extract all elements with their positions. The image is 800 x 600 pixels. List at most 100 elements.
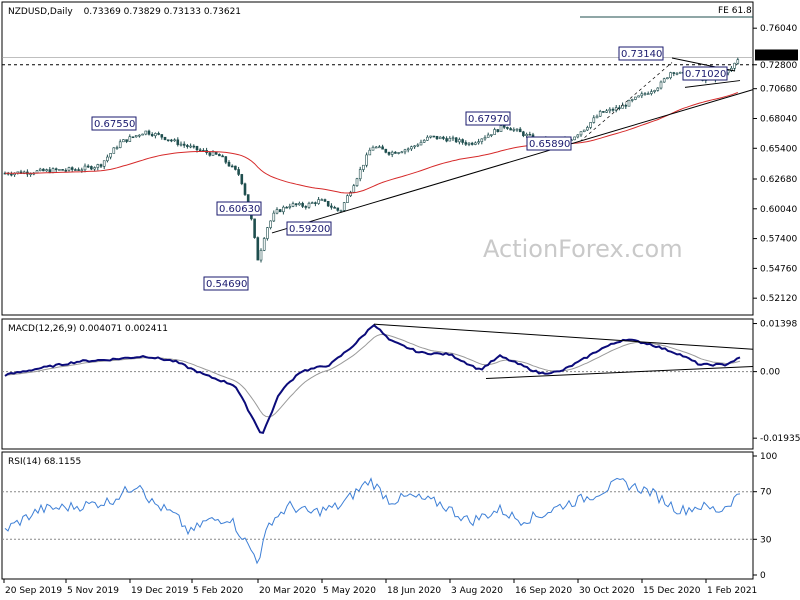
candle-body xyxy=(611,108,615,111)
candle-body xyxy=(208,152,212,156)
candle-body xyxy=(38,168,42,172)
candle-body xyxy=(390,151,394,155)
x-tick-label: 30 Oct 2020 xyxy=(579,586,635,596)
price-axis: 0.76040 0.72800 0.70680 0.68040 0.65400 0.626… xyxy=(753,24,798,304)
candle-body xyxy=(506,127,509,129)
price-tick-label: 0.60040 xyxy=(760,205,797,215)
current-price-tag xyxy=(755,49,798,61)
candle-body xyxy=(227,161,231,167)
candle-body xyxy=(352,185,356,193)
candle-body xyxy=(64,169,68,172)
candle-body xyxy=(86,165,90,168)
fib-projection-line xyxy=(579,62,673,142)
candle-body xyxy=(518,128,522,133)
candle-body xyxy=(253,218,256,238)
candle-body xyxy=(586,127,589,131)
current-price-label: 0.73621 xyxy=(757,51,794,61)
candle-body xyxy=(490,134,493,136)
candle-body xyxy=(451,137,455,140)
candle-body xyxy=(90,166,93,170)
annotation-label: 0.60630 xyxy=(219,204,260,215)
candle-body xyxy=(125,139,128,142)
candle-body xyxy=(147,130,151,135)
annotation-label: 0.59200 xyxy=(289,224,330,235)
candle-body xyxy=(259,249,263,261)
candle-body xyxy=(269,220,272,228)
candle-body xyxy=(170,139,173,142)
candle-body xyxy=(387,152,391,155)
candle-body xyxy=(224,156,228,163)
candle-body xyxy=(102,160,106,167)
candle-body xyxy=(509,128,512,131)
candle-body xyxy=(675,72,679,75)
price-annotation: 0.73140 xyxy=(618,46,664,61)
candle-body xyxy=(525,133,528,136)
candle-body xyxy=(198,149,202,152)
rsi-panel-title: RSI(14) 68.1155 xyxy=(8,457,81,467)
price-panel-title: NZDUSD,Daily 0.73369 0.73829 0.73133 0.7… xyxy=(8,7,241,17)
candle-body xyxy=(371,146,375,151)
candle-body xyxy=(320,199,324,201)
triangle-lower-line xyxy=(684,80,741,88)
candle-body xyxy=(656,87,660,91)
candle-body xyxy=(51,168,55,173)
candle-body xyxy=(144,130,148,135)
candle-body xyxy=(266,227,269,239)
candle-body xyxy=(112,147,116,154)
candle-body xyxy=(634,96,637,100)
candle-body xyxy=(301,203,304,207)
price-annotation: 0.54690 xyxy=(203,276,249,291)
candle-body xyxy=(74,169,77,171)
candle-body xyxy=(58,169,61,171)
candle-body xyxy=(48,169,52,173)
candle-body xyxy=(294,203,298,206)
candle-body xyxy=(346,195,349,203)
candle-body xyxy=(342,202,346,211)
macd-line xyxy=(4,323,741,435)
rsi-tick-label: 100 xyxy=(760,452,777,462)
candle-body xyxy=(10,173,13,176)
candle-body xyxy=(579,131,583,136)
macd-tick-label: 0.01398 xyxy=(760,320,797,330)
candle-body xyxy=(576,134,580,138)
price-annotation: 0.59200 xyxy=(286,221,332,236)
candle-body xyxy=(173,139,176,142)
candle-body xyxy=(653,90,656,92)
price-tick-label: 0.54760 xyxy=(760,264,797,274)
candle-body xyxy=(637,95,640,98)
candle-body xyxy=(602,111,605,113)
candle-body xyxy=(192,145,196,148)
candle-body xyxy=(330,205,333,208)
price-annotation: 0.67550 xyxy=(91,116,137,131)
x-tick-label: 19 Dec 2019 xyxy=(131,586,189,596)
candle-body xyxy=(464,142,468,145)
candle-body xyxy=(298,203,301,206)
candle-body xyxy=(61,169,64,171)
ema-line xyxy=(5,92,738,194)
macd-panel-title: MACD(12,26,9) 0.004071 0.002411 xyxy=(8,324,168,334)
candle-body xyxy=(240,174,244,185)
candle-body xyxy=(278,209,282,213)
ohlc-values: 0.73369 0.73829 0.73133 0.73621 xyxy=(84,7,241,17)
macd-series xyxy=(2,323,754,435)
candle-body xyxy=(400,151,404,154)
candle-body xyxy=(307,202,311,208)
candle-body xyxy=(128,136,132,142)
candle-body xyxy=(474,142,477,145)
x-tick-label: 5 Feb 2020 xyxy=(193,586,244,596)
fe-level-label: FE 61.8 xyxy=(718,6,752,16)
rsi-line xyxy=(4,477,741,565)
annotation-label: 0.71020 xyxy=(685,69,726,80)
candle-body xyxy=(448,138,452,142)
candle-body xyxy=(160,134,164,138)
candle-body xyxy=(410,146,413,150)
candle-body xyxy=(650,91,653,94)
x-tick-label: 3 Aug 2020 xyxy=(451,586,503,596)
candle-body xyxy=(243,183,247,195)
rising-trendline xyxy=(271,89,754,234)
candle-body xyxy=(211,151,215,156)
candle-body xyxy=(595,115,599,119)
candle-body xyxy=(419,141,423,146)
candle-body xyxy=(499,125,503,132)
price-tick-label: 0.65400 xyxy=(760,144,797,154)
